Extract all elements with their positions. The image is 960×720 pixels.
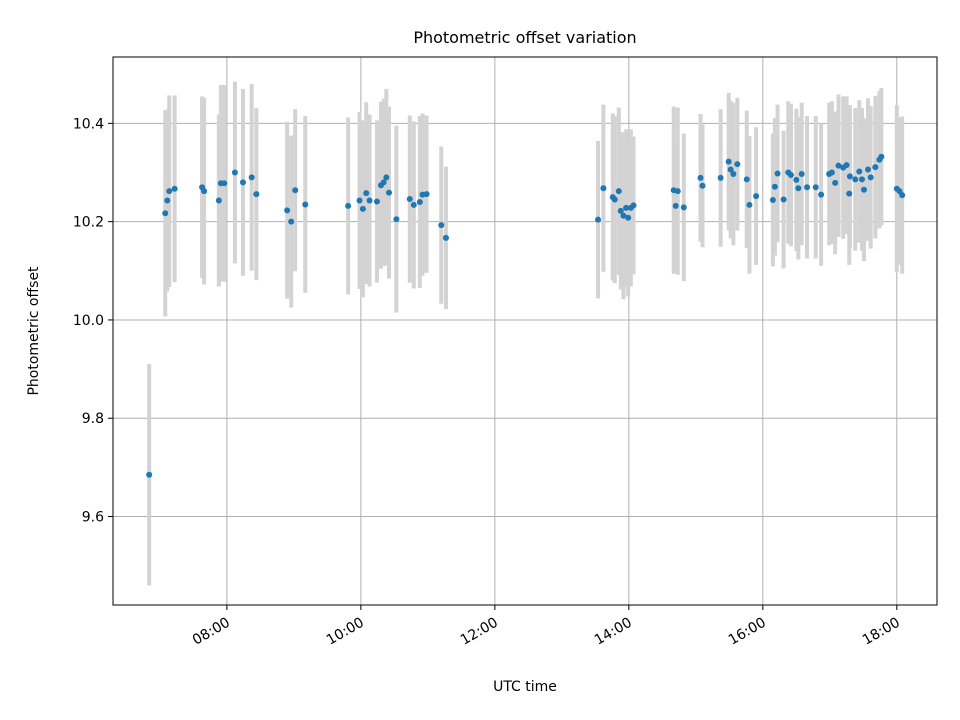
y-axis-label: Photometric offset	[26, 266, 42, 396]
data-point	[843, 162, 850, 169]
data-point	[717, 174, 724, 181]
data-point	[215, 197, 222, 204]
data-point	[858, 176, 865, 183]
data-point	[872, 164, 879, 171]
data-point	[846, 190, 853, 197]
chart-title: Photometric offset variation	[413, 28, 636, 47]
data-point	[787, 171, 794, 178]
data-point	[699, 182, 706, 189]
data-point	[438, 222, 445, 229]
data-point	[442, 234, 449, 241]
data-point	[625, 214, 632, 221]
markers	[146, 153, 906, 478]
x-axis-label: UTC time	[493, 679, 557, 695]
data-point	[302, 201, 309, 208]
data-point	[253, 191, 260, 198]
data-point	[771, 183, 778, 190]
data-point	[410, 201, 417, 208]
data-point	[832, 179, 839, 186]
data-point	[730, 170, 737, 177]
data-point	[828, 169, 835, 176]
data-point	[617, 207, 624, 214]
data-point	[386, 189, 393, 196]
data-point	[835, 162, 842, 169]
data-point	[743, 176, 750, 183]
data-point	[162, 210, 169, 217]
data-point	[288, 218, 295, 225]
data-point	[680, 204, 687, 211]
data-point	[171, 185, 178, 192]
data-point	[595, 216, 602, 223]
y-tick-label: 9.6	[82, 510, 104, 526]
data-point	[804, 184, 811, 191]
plot-frame	[112, 56, 938, 606]
data-point	[600, 185, 607, 192]
data-point	[615, 188, 622, 195]
data-point	[292, 187, 299, 194]
data-point	[231, 169, 238, 176]
data-point	[201, 188, 208, 195]
data-point	[623, 204, 630, 211]
y-tick-label: 10.0	[73, 313, 104, 329]
data-point	[630, 202, 637, 209]
y-tick-label: 9.8	[82, 411, 104, 427]
data-point	[864, 166, 871, 173]
data-point	[373, 198, 380, 205]
data-point	[798, 170, 805, 177]
data-point	[746, 201, 753, 208]
data-point	[867, 174, 874, 181]
data-point	[697, 174, 704, 181]
data-point	[852, 176, 859, 183]
data-point	[812, 184, 819, 191]
data-point	[146, 471, 153, 478]
y-tick-label: 10.2	[73, 215, 104, 231]
data-point	[769, 197, 776, 204]
y-axis-ticks: 9.6 9.8 10.0 10.2 10.4	[73, 116, 113, 526]
data-point	[620, 212, 627, 219]
data-point	[725, 158, 732, 165]
data-point	[383, 174, 390, 181]
data-point	[860, 186, 867, 193]
data-point	[423, 191, 430, 198]
data-point	[795, 185, 802, 192]
data-point	[166, 188, 173, 195]
data-point	[366, 197, 373, 204]
data-point	[793, 176, 800, 183]
data-point	[674, 188, 681, 195]
data-point	[878, 153, 885, 160]
data-point	[753, 193, 760, 200]
data-point	[359, 205, 366, 212]
data-point	[672, 202, 679, 209]
data-point	[727, 166, 734, 173]
data-point	[380, 179, 387, 186]
data-point	[284, 207, 291, 214]
data-point	[416, 198, 423, 205]
data-point	[846, 173, 853, 180]
data-point	[734, 161, 741, 168]
data-point	[248, 174, 255, 181]
data-point	[774, 170, 781, 177]
data-point	[363, 190, 370, 197]
data-point	[221, 180, 228, 187]
data-point	[406, 196, 413, 203]
data-point	[856, 168, 863, 175]
data-point	[611, 196, 618, 203]
y-tick-label: 10.4	[73, 116, 104, 132]
data-point	[239, 179, 246, 186]
data-point	[780, 196, 787, 203]
data-point	[345, 202, 352, 209]
data-point	[356, 197, 363, 204]
data-point	[393, 216, 400, 223]
data-point	[164, 197, 171, 204]
data-point	[818, 191, 825, 198]
data-point	[899, 192, 906, 199]
